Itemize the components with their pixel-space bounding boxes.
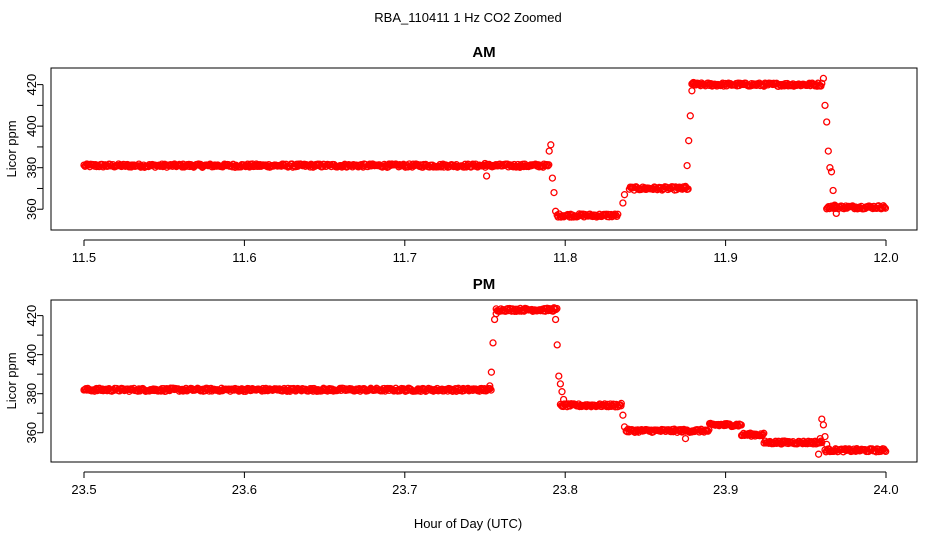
am-data-point [482, 172, 491, 180]
pm-axes: 23.5 23.6 23.7 23.8 23.9 24.0 360 380 400 420 [24, 305, 899, 497]
x-axis-label: Hour of Day (UTC) [414, 516, 522, 531]
am-data-point [881, 204, 890, 212]
pm-x-tick-label: 24.0 [873, 482, 898, 497]
am-data-point [683, 161, 691, 170]
pm-data-point [620, 423, 629, 431]
pm-data-point [492, 310, 500, 318]
pm-data-point [556, 380, 565, 388]
am-x-tick-label: 11.7 [393, 250, 417, 265]
pm-y-tick-label: 420 [24, 305, 39, 327]
pm-y-tick-label: 380 [24, 383, 39, 405]
am-x-tick-label: 11.6 [232, 250, 256, 265]
am-data-point [829, 186, 837, 195]
am-data-point [688, 87, 696, 95]
am-panel-title: AM [472, 44, 495, 61]
am-data-point [819, 74, 828, 83]
pm-data-point [758, 431, 766, 440]
am-data-point [821, 101, 829, 110]
am-data-point [831, 201, 839, 209]
pm-data-point [881, 446, 889, 454]
pm-panel-title: PM [473, 276, 496, 293]
pm-data-point [558, 388, 566, 396]
am-plot-frame [50, 67, 918, 231]
pm-data-point [551, 315, 560, 324]
pm-data-point [759, 430, 767, 439]
pm-data-point [821, 432, 829, 441]
am-data-point [619, 199, 627, 207]
pm-data-point [814, 450, 823, 458]
am-data-point [620, 191, 629, 199]
pm-y-tick-label: 360 [24, 422, 39, 444]
am-data-point [823, 118, 831, 126]
am-data-point [832, 209, 840, 218]
pm-data-points [80, 304, 890, 458]
pm-data-point [487, 386, 495, 394]
am-y-tick-label: 420 [24, 74, 39, 96]
am-data-point [827, 168, 836, 176]
pm-data-point [552, 305, 560, 314]
am-data-point [481, 159, 489, 168]
pm-x-tick-label: 23.8 [553, 482, 578, 497]
pm-data-point [681, 434, 690, 443]
pm-data-point [760, 429, 768, 437]
am-data-point [544, 162, 552, 170]
am-data-point [551, 207, 560, 215]
am-data-point [689, 78, 698, 87]
pm-data-point [882, 447, 890, 456]
pm-data-point [555, 372, 563, 380]
pm-data-point [737, 421, 745, 429]
pm-data-point [486, 385, 494, 393]
am-x-tick-label: 11.8 [553, 250, 577, 265]
pm-data-point [490, 315, 499, 324]
am-y-axis-label: Licor ppm [4, 120, 19, 177]
am-data-point [614, 210, 622, 218]
pm-panel: PM Licor ppm 23.5 23.6 23.7 23.8 23.9 24.0 360… [4, 276, 918, 497]
pm-data-point [616, 401, 624, 409]
am-data-point [685, 137, 693, 145]
pm-data-point [486, 382, 494, 390]
am-y-tick-label: 380 [24, 157, 39, 179]
am-x-tick-label: 12.0 [873, 250, 898, 265]
am-data-point [547, 141, 555, 149]
pm-data-point [617, 399, 625, 408]
am-x-tick-label: 11.5 [72, 250, 96, 265]
pm-y-tick-label: 400 [24, 344, 39, 366]
pm-x-tick-label: 23.6 [232, 482, 257, 497]
am-axes: 11.5 11.6 11.7 11.8 11.9 12.0 360 380 400 420 [24, 74, 899, 265]
pm-x-tick-label: 23.9 [713, 482, 738, 497]
pm-data-point [489, 339, 497, 347]
am-y-tick-label: 400 [24, 115, 39, 137]
am-panel: AM Licor ppm 11.5 11.6 11.7 11.8 11.9 12.0 360… [4, 44, 918, 265]
am-data-point [545, 161, 553, 169]
am-data-point [826, 164, 834, 172]
am-data-point [548, 174, 557, 182]
pm-data-point [619, 411, 627, 419]
pm-data-point [553, 341, 561, 349]
am-data-point [880, 203, 889, 211]
am-data-point [681, 182, 690, 191]
pm-data-point [823, 440, 831, 449]
pm-x-tick-label: 23.7 [392, 482, 417, 497]
am-data-points [80, 74, 890, 221]
pm-data-point [819, 421, 828, 429]
pm-data-point [818, 415, 826, 423]
am-data-point [545, 147, 553, 155]
pm-y-axis-label: Licor ppm [4, 352, 19, 409]
pm-data-point [487, 368, 496, 376]
pm-data-point [553, 304, 561, 313]
am-data-point [831, 204, 839, 213]
pm-plot-frame [50, 299, 918, 463]
am-data-point [686, 112, 694, 120]
am-data-point [824, 147, 832, 155]
pm-data-point [559, 395, 568, 404]
am-y-tick-label: 360 [24, 198, 39, 220]
pm-x-tick-label: 23.5 [71, 482, 96, 497]
am-data-point [550, 188, 558, 197]
pm-data-point [732, 420, 741, 428]
figure-title: RBA_110411 1 Hz CO2 Zoomed [374, 10, 561, 25]
am-x-tick-label: 11.9 [713, 250, 737, 265]
pm-data-point [550, 304, 558, 312]
